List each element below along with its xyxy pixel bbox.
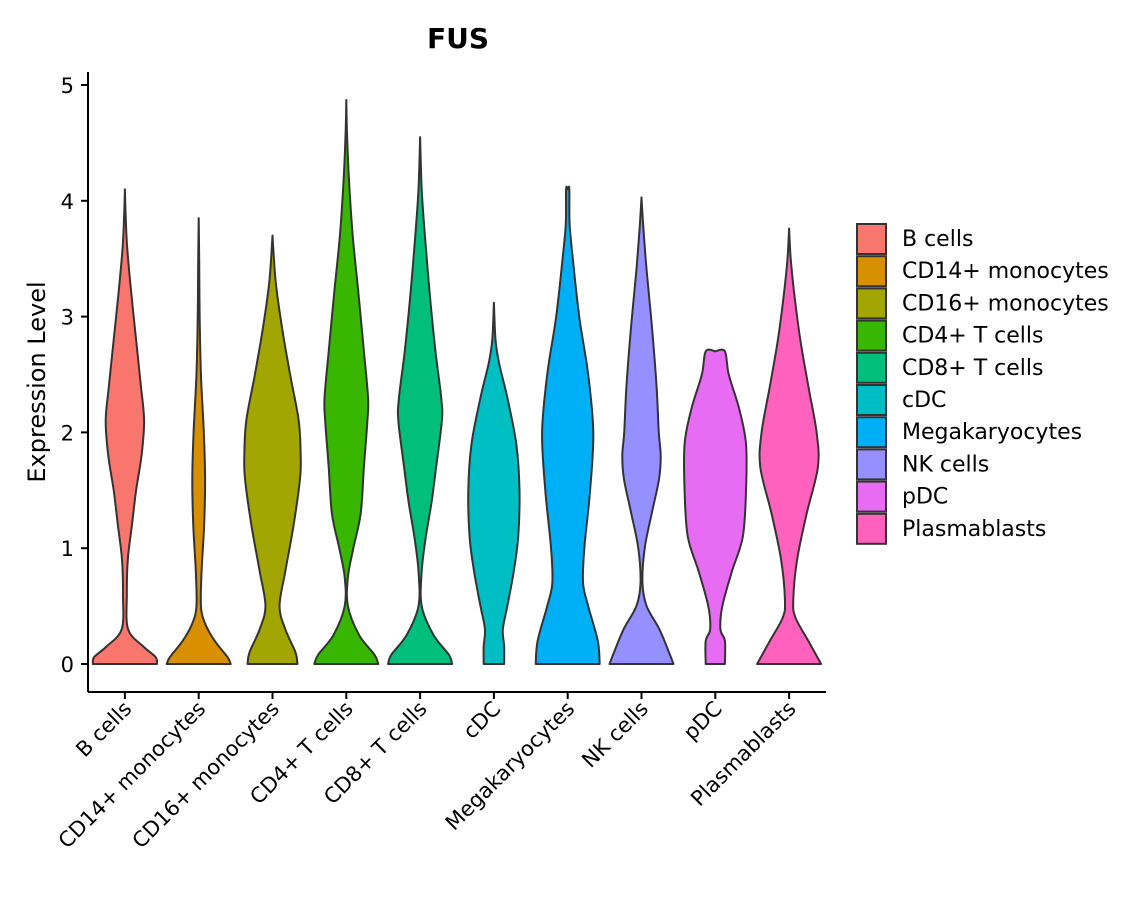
violin-cd16-monocytes xyxy=(243,234,302,665)
x-tick-label: B cells xyxy=(71,697,136,762)
violin-pdc xyxy=(682,348,748,665)
y-tick-label: 2 xyxy=(61,421,74,445)
legend-label: B cells xyxy=(902,227,973,252)
legend: B cells CD14+ monocytes CD16+ monocytes CD4… xyxy=(856,223,1109,545)
y-tick-label: 3 xyxy=(61,306,74,330)
x-tick-label: Megakaryocytes xyxy=(441,697,580,836)
y-tick-label: 4 xyxy=(61,190,74,214)
chart-title: FUS xyxy=(427,22,489,55)
legend-key xyxy=(856,480,887,513)
legend-label: CD8+ T cells xyxy=(902,356,1043,381)
legend-key xyxy=(856,287,887,320)
violins xyxy=(91,99,823,665)
legend-label: CD4+ T cells xyxy=(902,324,1043,349)
violin-cd14-monocytes xyxy=(165,217,232,665)
legend-key xyxy=(856,255,887,288)
y-tick-label: 1 xyxy=(61,537,74,561)
x-tick-label: CD14+ monocytes xyxy=(54,697,211,854)
legend-key xyxy=(856,512,887,545)
violin-cdc xyxy=(467,301,521,665)
x-tick-label: CD16+ monocytes xyxy=(128,697,285,854)
violin-plasmablasts xyxy=(756,227,823,665)
legend-key xyxy=(856,351,887,384)
y-tick-label: 0 xyxy=(61,653,74,677)
legend-label: pDC xyxy=(902,485,948,510)
legend-key xyxy=(856,223,887,255)
legend-label: Plasmablasts xyxy=(902,517,1046,542)
violin-cd8-t-cells xyxy=(387,136,454,665)
legend-key xyxy=(856,319,887,352)
legend-label: CD14+ monocytes xyxy=(902,259,1109,284)
x-tick-label: NK cells xyxy=(577,697,653,773)
legend-label: Megakaryocytes xyxy=(902,420,1082,445)
legend-label: cDC xyxy=(902,388,946,413)
y-axis-title: Expression Level xyxy=(23,281,51,482)
violin-megakaryocytes xyxy=(534,185,601,665)
violin-cd4-t-cells xyxy=(313,99,380,665)
x-tick-label: cDC xyxy=(458,697,505,744)
violin-b-cells xyxy=(91,188,159,665)
legend-key xyxy=(856,384,887,416)
legend-label: NK cells xyxy=(902,452,989,477)
legend-key xyxy=(856,448,887,481)
violin-nk-cells xyxy=(608,196,675,665)
y-tick-label: 5 xyxy=(61,74,74,98)
x-tick-label: pDC xyxy=(679,697,727,745)
legend-key xyxy=(856,416,887,449)
legend-label: CD16+ monocytes xyxy=(902,291,1109,316)
